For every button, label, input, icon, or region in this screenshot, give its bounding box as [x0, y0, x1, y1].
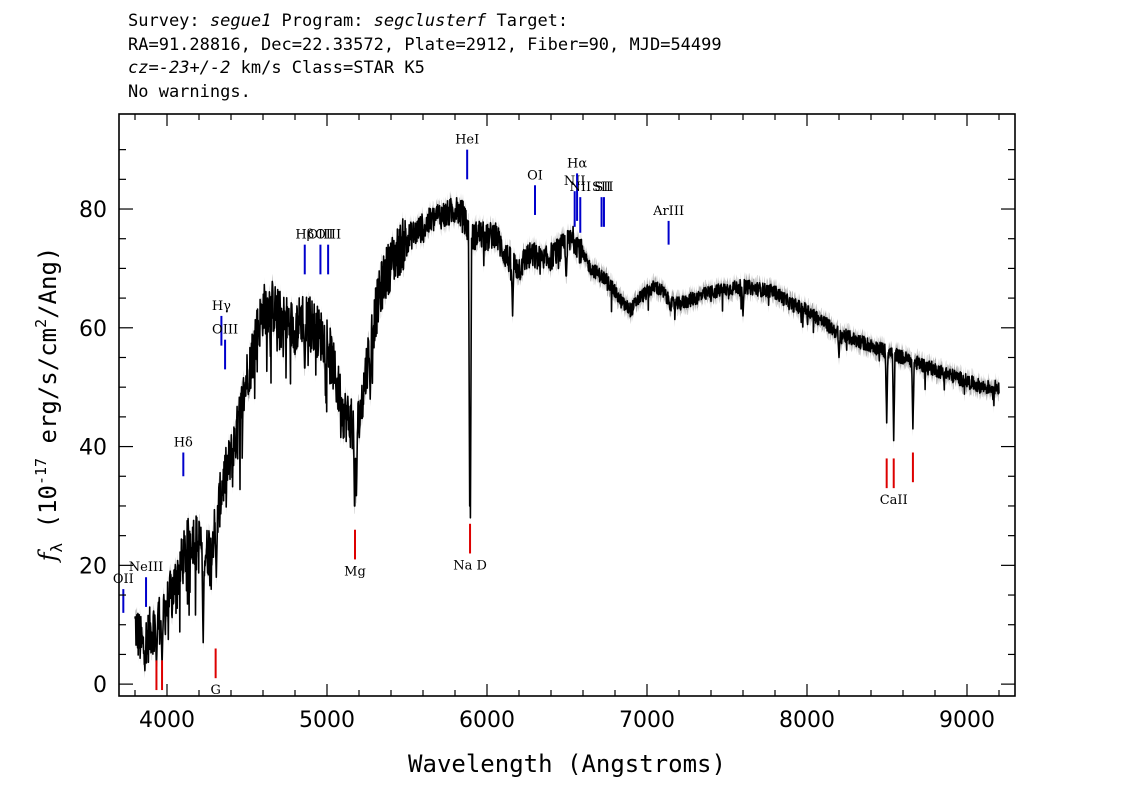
plot-frame	[118, 113, 1016, 697]
emission-line-label: OIII	[307, 228, 333, 243]
emission-line-label: OI	[527, 168, 543, 183]
flux-spectrum	[134, 197, 1000, 672]
header-line-4: No warnings.	[128, 81, 251, 102]
x-tick-label: 6000	[459, 708, 515, 733]
emission-line-label: Hα	[567, 156, 587, 171]
emission-line-label: NII	[569, 180, 591, 195]
cz-value: -23+/-2	[158, 58, 231, 78]
y-tick-label: 60	[79, 317, 107, 342]
emission-line-label: NII	[564, 174, 586, 189]
emission-line-label: Hγ	[212, 299, 231, 314]
survey-value: segue1	[209, 11, 272, 31]
emission-line-label: OII	[113, 572, 134, 587]
emission-line-label: Hβ	[295, 228, 314, 243]
absorption-line-label: G	[210, 683, 220, 698]
x-tick-label: 4000	[139, 708, 195, 733]
header-line-2: RA=91.28816, Dec=22.33572, Plate=2912, F…	[128, 34, 722, 55]
y-tick-label: 80	[79, 198, 107, 223]
x-tick-label: 8000	[779, 708, 835, 733]
program-value: segclusterf	[373, 11, 487, 31]
x-axis-label: Wavelength (Angstroms)	[408, 750, 726, 778]
emission-line-label: OIII	[315, 228, 341, 243]
emission-line-label: ArIII	[652, 204, 684, 219]
x-tick-label: 5000	[299, 708, 355, 733]
y-tick-label: 0	[93, 673, 107, 698]
emission-line-label: HeI	[455, 133, 479, 148]
absorption-line-label: Na D	[453, 558, 487, 573]
axis-ticks: 4000 5000 6000 7000 8000 9000 0 20 40 60 80	[79, 114, 1015, 733]
absorption-line-label: Mg	[344, 564, 366, 579]
emission-line-label: SII	[594, 180, 613, 195]
header-line-3: cz=-23+/-2 km/s Class=STAR K5	[128, 58, 425, 78]
absorption-line-label: CaII	[880, 493, 908, 508]
y-tick-label: 40	[79, 436, 107, 461]
emission-line-label: OIII	[212, 323, 238, 338]
emission-line-label: SII	[592, 180, 611, 195]
y-axis-label: fλ (10-17 erg/s/cm2/Ang)	[32, 247, 66, 564]
x-tick-label: 9000	[939, 708, 995, 733]
emission-line-label: Hδ	[174, 436, 193, 451]
emission-line-label: NeIII	[129, 560, 163, 575]
x-tick-label: 7000	[619, 708, 675, 733]
spectrum-line	[134, 197, 1000, 672]
y-tick-label: 20	[79, 554, 107, 579]
header-line-1: Survey: segue1 Program: segclusterf Targ…	[128, 11, 569, 31]
spectrum-header: Survey: segue1 Program: segclusterf Targ…	[128, 10, 722, 104]
plot-border	[118, 113, 1016, 697]
